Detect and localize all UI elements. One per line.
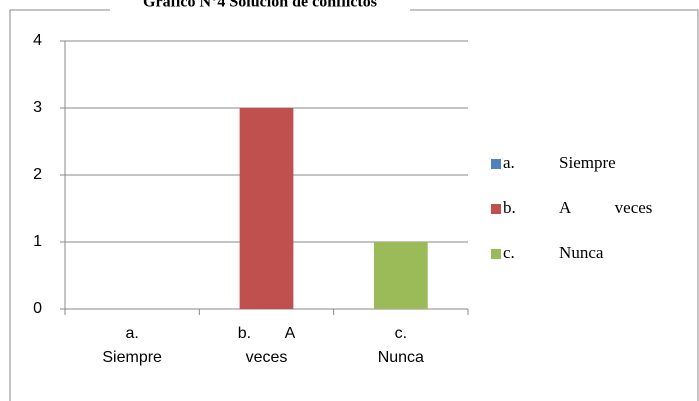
chart-title: Gráfico N°4 Solución de conflictos xyxy=(143,0,377,11)
y-tick-label: 3 xyxy=(33,99,42,116)
title-bg xyxy=(110,0,410,12)
y-tick-label: 4 xyxy=(33,32,42,49)
x-tick-label: b. A veces xyxy=(237,325,296,366)
legend-label: c. Nunca xyxy=(503,243,604,262)
bar xyxy=(239,108,294,309)
x-tick-label: a. Siempre xyxy=(102,325,162,366)
y-tick-label: 0 xyxy=(33,300,42,317)
y-tick-label: 2 xyxy=(33,166,42,183)
bar xyxy=(373,242,428,309)
legend-swatch xyxy=(491,249,501,259)
y-tick-label: 1 xyxy=(33,233,42,250)
legend-label: b. A veces xyxy=(503,198,653,217)
x-tick-label: c. Nunca xyxy=(377,325,424,366)
legend-label: a. Siempre xyxy=(503,153,616,172)
legend-swatch xyxy=(491,204,501,214)
legend-swatch xyxy=(491,159,501,169)
